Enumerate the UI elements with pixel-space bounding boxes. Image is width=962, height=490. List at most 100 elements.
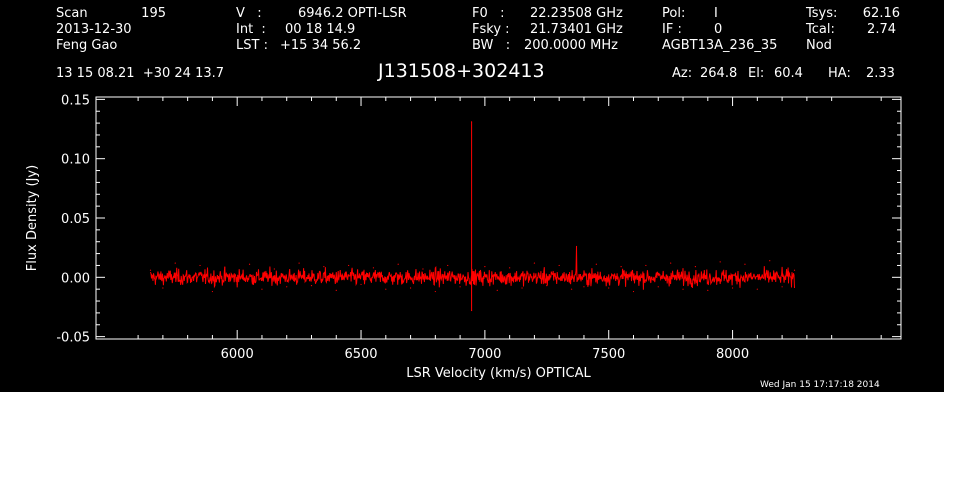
- data-point: [719, 261, 721, 263]
- data-point: [595, 263, 597, 265]
- data-point: [509, 267, 511, 269]
- fsky-label: Fsky :: [472, 22, 510, 37]
- x-tick-label: 6000: [221, 347, 254, 362]
- elevation-value: 60.4: [774, 66, 803, 81]
- y-axis-label: Flux Density (Jy): [25, 165, 40, 271]
- data-point: [781, 286, 783, 288]
- observing-mode: Nod: [806, 38, 832, 53]
- data-point: [162, 287, 164, 289]
- axis-ticks: 6000 6500 7000 7500 8000 -0.05 0.00 0.05 0.10 0.1…: [56, 93, 901, 362]
- scan-label: Scan: [56, 6, 88, 21]
- data-point: [224, 267, 226, 269]
- hour-angle-value: 2.33: [866, 66, 895, 81]
- data-point: [793, 269, 796, 271]
- data-point: [769, 260, 771, 262]
- observation-date: 2013-12-30: [56, 22, 132, 37]
- data-point: [620, 266, 622, 268]
- lst-label: LST :: [236, 38, 268, 53]
- data-point: [199, 264, 201, 267]
- data-point: [211, 290, 214, 293]
- azimuth-label: Az:: [672, 66, 693, 81]
- data-point: [335, 289, 337, 291]
- tcal-value: 2.74: [867, 22, 896, 37]
- data-point: [645, 264, 647, 267]
- observer-name: Feng Gao: [56, 38, 118, 53]
- data-point: [546, 285, 548, 287]
- data-point: [470, 121, 473, 123]
- polarization-label: Pol:: [662, 6, 686, 21]
- data-point: [570, 288, 573, 290]
- fsky-value: 21.73401 GHz: [530, 22, 623, 37]
- hour-angle-label: HA:: [828, 66, 851, 81]
- data-point: [236, 283, 238, 286]
- data-point: [174, 262, 176, 264]
- f0-value: 22.23508 GHz: [530, 6, 623, 21]
- plot-frame: [95, 96, 902, 340]
- lst-value: +15 34 56.2: [280, 38, 362, 53]
- data-point: [707, 289, 709, 291]
- data-point: [286, 286, 288, 288]
- x-tick-label: 7000: [468, 347, 501, 362]
- data-point: [670, 262, 672, 264]
- spectrum-line: [150, 121, 795, 311]
- tsys-value: 62.16: [862, 6, 900, 21]
- spectrum-plot: 6000 6500 7000 7500 8000 -0.05 0.00 0.05 0.10 0.1…: [25, 93, 902, 381]
- data-point: [248, 263, 251, 265]
- f0-label: F0 :: [472, 6, 505, 21]
- y-tick-label: 0.05: [61, 212, 90, 227]
- data-point: [744, 263, 746, 265]
- velocity-label: V :: [236, 6, 262, 21]
- polarization-value: I: [714, 6, 718, 21]
- data-point: [731, 287, 734, 289]
- tcal-label: Tcal:: [806, 22, 835, 37]
- x-axis-label: LSR Velocity (km/s) OPTICAL: [406, 366, 591, 381]
- y-tick-label: -0.05: [56, 331, 90, 346]
- y-tick-label: 0.10: [61, 153, 90, 168]
- x-tick-label: 6500: [344, 347, 377, 362]
- data-point: [348, 264, 350, 267]
- data-point: [310, 285, 313, 287]
- data-point: [575, 245, 578, 248]
- data-point: [149, 269, 152, 271]
- data-point: [459, 286, 461, 288]
- spectrum-series: [149, 121, 796, 312]
- elevation-label: El:: [748, 66, 765, 81]
- data-point: [657, 286, 659, 288]
- x-tick-label: 7500: [592, 347, 625, 362]
- source-name: J131508+302413: [378, 60, 545, 82]
- data-point: [323, 266, 325, 268]
- data-point: [694, 266, 697, 268]
- data-point: [583, 286, 585, 288]
- data-point: [632, 290, 635, 293]
- data-point: [385, 288, 387, 290]
- data-point: [273, 268, 275, 270]
- data-point: [470, 309, 473, 312]
- integration-value: 00 18 14.9: [285, 22, 356, 37]
- data-point: [261, 288, 263, 290]
- velocity-value: 6946.2 OPTI-LSR: [298, 6, 407, 21]
- data-point: [434, 290, 436, 293]
- bandwidth-value: 200.0000 MHz: [524, 38, 618, 53]
- integration-label: Int :: [236, 22, 266, 37]
- data-point: [484, 266, 486, 268]
- plot-figure: Scan 195 2013-12-30 Feng Gao V : 6946.2 …: [0, 0, 944, 392]
- data-point: [187, 281, 189, 283]
- x-tick-label: 8000: [716, 347, 749, 362]
- data-point: [608, 287, 610, 289]
- data-point: [682, 288, 684, 290]
- data-point: [521, 287, 523, 289]
- render-timestamp: Wed Jan 15 17:17:18 2014: [760, 380, 880, 390]
- data-point: [447, 264, 449, 267]
- y-tick-label: 0.15: [61, 93, 90, 108]
- data-point: [360, 283, 362, 286]
- tsys-label: Tsys:: [806, 6, 838, 21]
- if-value: 0: [714, 22, 723, 37]
- data-point: [409, 287, 412, 289]
- data-point: [756, 288, 758, 290]
- data-point: [397, 263, 399, 265]
- azimuth-value: 264.8: [700, 66, 738, 81]
- data-point: [298, 262, 300, 264]
- bandwidth-label: BW :: [472, 38, 511, 53]
- source-coordinates: 13 15 08.21 +30 24 13.7: [56, 66, 225, 81]
- data-point: [496, 289, 498, 291]
